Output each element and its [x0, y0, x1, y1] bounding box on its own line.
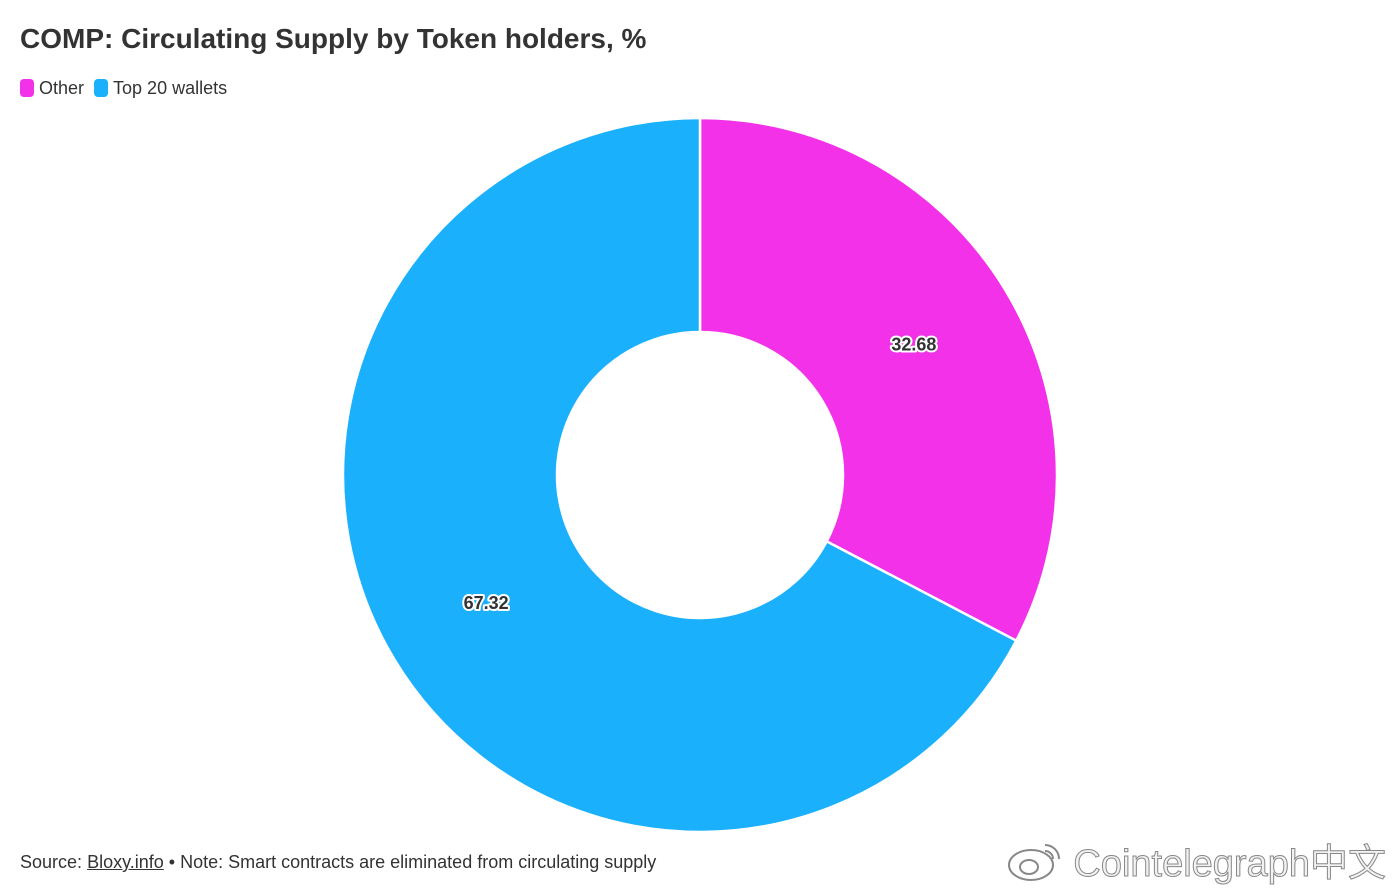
legend-label: Top 20 wallets: [113, 78, 227, 98]
watermark-logo: [1008, 843, 1061, 881]
source-label: Source:: [20, 852, 83, 872]
legend-swatch: [20, 79, 34, 97]
footer: Source: Bloxy.info • Note: Smart contrac…: [20, 852, 656, 873]
data-label: 32.68: [891, 334, 936, 354]
legend-swatch: [94, 79, 109, 97]
chart-title: COMP: Circulating Supply by Token holder…: [20, 23, 647, 54]
slice: [698, 116, 1059, 643]
note: • Note: Smart contracts are eliminated f…: [168, 852, 657, 872]
legend-label: Other: [39, 78, 84, 98]
source-link[interactable]: Bloxy.info: [87, 852, 164, 872]
slice: [341, 116, 1018, 834]
watermark: Cointelegraph中文: [1005, 832, 1386, 887]
watermark-text: Cointelegraph中文: [1073, 843, 1387, 886]
data-label: 67.32: [464, 593, 509, 613]
chart: COMP: Circulating Supply by Token holder…: [20, 23, 1059, 834]
